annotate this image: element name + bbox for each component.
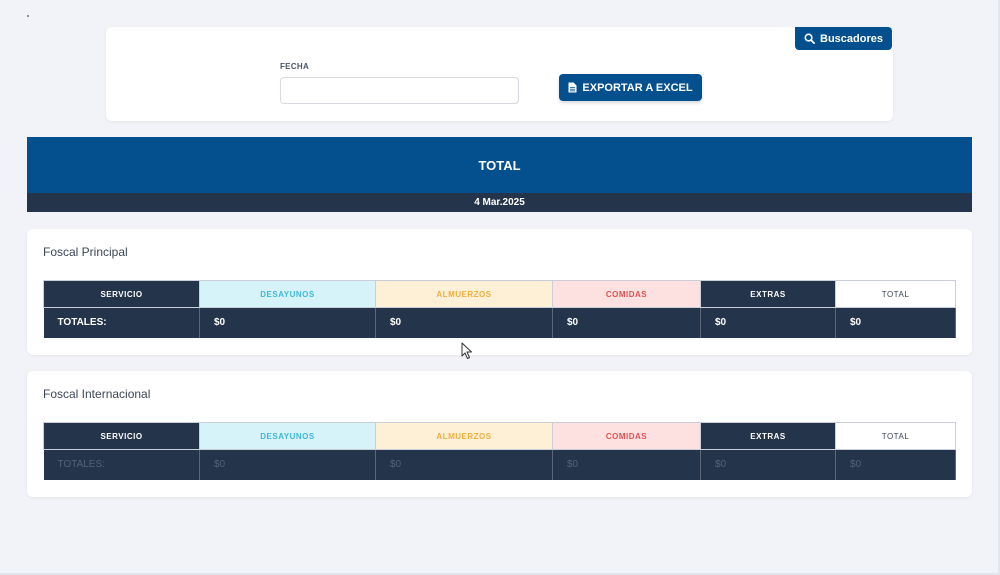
mouse-cursor-icon [461, 342, 472, 359]
location-title: Foscal Principal [43, 245, 128, 259]
cell-almuerzos: $0 [375, 307, 553, 338]
col-comidas: COMIDAS [552, 280, 701, 308]
totals-table: SERVICIO DESAYUNOS ALMUERZOS COMIDAS EXT… [43, 422, 956, 480]
stray-dot [27, 15, 29, 17]
col-comidas: COMIDAS [552, 422, 701, 450]
total-title: TOTAL [478, 157, 521, 173]
col-almuerzos: ALMUERZOS [375, 280, 553, 308]
search-tab-button[interactable]: Buscadores [795, 27, 892, 50]
export-button-label: EXPORTAR A EXCEL [582, 81, 693, 94]
cell-almuerzos: $0 [375, 449, 553, 480]
cell-desayunos: $0 [199, 449, 376, 480]
date-bar: 4 Mar.2025 [27, 193, 972, 212]
export-excel-button[interactable]: EXPORTAR A EXCEL [559, 74, 702, 101]
file-icon [568, 82, 577, 93]
col-servicio: SERVICIO [43, 280, 200, 308]
search-tab-label: Buscadores [820, 32, 883, 45]
col-extras: EXTRAS [700, 280, 836, 308]
row-label: TOTALES: [43, 307, 200, 338]
filter-panel: Buscadores FECHA EXPORTAR A EXCEL [106, 27, 893, 121]
table-row: TOTALES: $0 $0 $0 $0 $0 [43, 307, 956, 338]
table-header-row: SERVICIO DESAYUNOS ALMUERZOS COMIDAS EXT… [43, 280, 956, 308]
cell-extras: $0 [700, 449, 836, 480]
col-total: TOTAL [835, 422, 956, 450]
location-card-principal: Foscal Principal SERVICIO DESAYUNOS ALMU… [27, 229, 972, 355]
col-total: TOTAL [835, 280, 956, 308]
cell-total: $0 [835, 449, 956, 480]
cell-comidas: $0 [552, 307, 701, 338]
totals-table: SERVICIO DESAYUNOS ALMUERZOS COMIDAS EXT… [43, 280, 956, 338]
cell-desayunos: $0 [199, 307, 376, 338]
table-header-row: SERVICIO DESAYUNOS ALMUERZOS COMIDAS EXT… [43, 422, 956, 450]
cell-comidas: $0 [552, 449, 701, 480]
col-extras: EXTRAS [700, 422, 836, 450]
location-card-internacional: Foscal Internacional SERVICIO DESAYUNOS … [27, 371, 972, 497]
col-servicio: SERVICIO [43, 422, 200, 450]
date-field-label: FECHA [280, 62, 310, 71]
col-desayunos: DESAYUNOS [199, 422, 376, 450]
search-icon [804, 33, 815, 44]
cell-total: $0 [835, 307, 956, 338]
col-almuerzos: ALMUERZOS [375, 422, 553, 450]
cell-extras: $0 [700, 307, 836, 338]
table-row: TOTALES: $0 $0 $0 $0 $0 [43, 449, 956, 480]
location-title: Foscal Internacional [43, 387, 151, 401]
col-desayunos: DESAYUNOS [199, 280, 376, 308]
total-banner: TOTAL [27, 137, 972, 193]
date-input[interactable] [280, 77, 519, 104]
summary-date: 4 Mar.2025 [474, 197, 525, 208]
row-label: TOTALES: [43, 449, 200, 480]
